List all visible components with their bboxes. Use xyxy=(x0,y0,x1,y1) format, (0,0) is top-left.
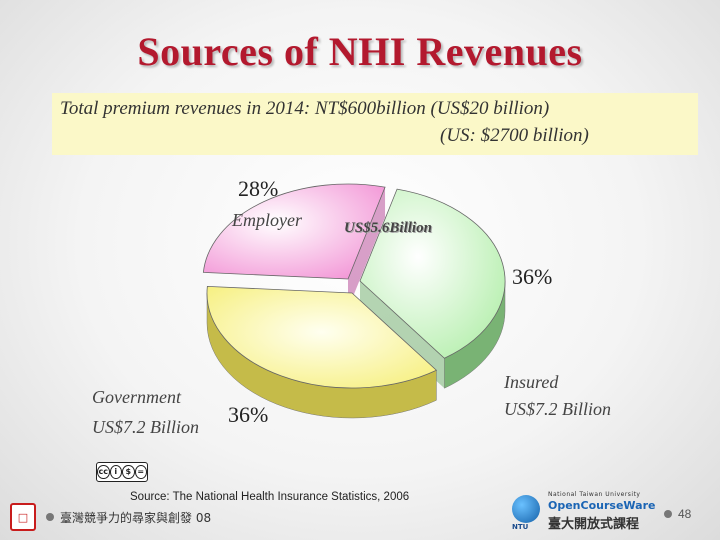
banner-line-1: Total premium revenues in 2014: NT$600bi… xyxy=(60,98,550,119)
course-title: 臺灣競爭力的尋家與創發 08 xyxy=(60,510,212,525)
sa-icon: = xyxy=(134,465,147,479)
footer-left: □ 臺灣競爭力的尋家與創發 08 xyxy=(10,503,211,531)
pdf-icon[interactable]: □ xyxy=(10,503,36,531)
globe-icon xyxy=(512,495,540,523)
government-label: Government xyxy=(92,387,181,407)
banner-line-2: (US: $2700 billion) xyxy=(440,125,589,146)
ntu-text: NTU xyxy=(512,523,529,531)
by-icon: i xyxy=(109,465,122,479)
ntu-ocw-logo[interactable]: NTU National Taiwan University OpenCours… xyxy=(512,491,662,532)
logo-ocw: OpenCourseWare xyxy=(548,499,656,512)
slide-title: Sources of NHI Revenues xyxy=(137,29,583,74)
page-number-text: 48 xyxy=(678,507,692,521)
employer-amount: US$5.6Billion xyxy=(344,220,432,236)
cc-icon: cc xyxy=(97,465,110,479)
source-note: Source: The National Health Insurance St… xyxy=(130,491,410,503)
bullet-icon xyxy=(664,510,672,518)
revenue-banner: Total premium revenues in 2014: NT$600bi… xyxy=(52,93,698,155)
insured-label: Insured xyxy=(504,372,559,392)
insured-slice xyxy=(359,188,506,359)
nc-icon: $ xyxy=(122,465,135,479)
government-slice xyxy=(206,285,438,389)
insured-amount: US$7.2 Billion xyxy=(504,399,611,419)
bullet-icon xyxy=(46,513,54,521)
logo-university: National Taiwan University xyxy=(548,491,641,498)
employer-slice xyxy=(202,183,386,280)
government-amount: US$7.2 Billion xyxy=(92,417,199,437)
logo-chinese: 臺大開放式課程 xyxy=(548,517,640,532)
government-percent: 36% xyxy=(228,402,269,427)
employer-slice-wall xyxy=(348,187,386,309)
page-number: 48 xyxy=(664,507,691,521)
creative-commons-badge[interactable]: cc i $ = xyxy=(96,462,148,482)
insured-percent: 36% xyxy=(512,264,553,289)
employer-percent: 28% xyxy=(238,176,279,201)
employer-label: Employer xyxy=(232,210,302,230)
